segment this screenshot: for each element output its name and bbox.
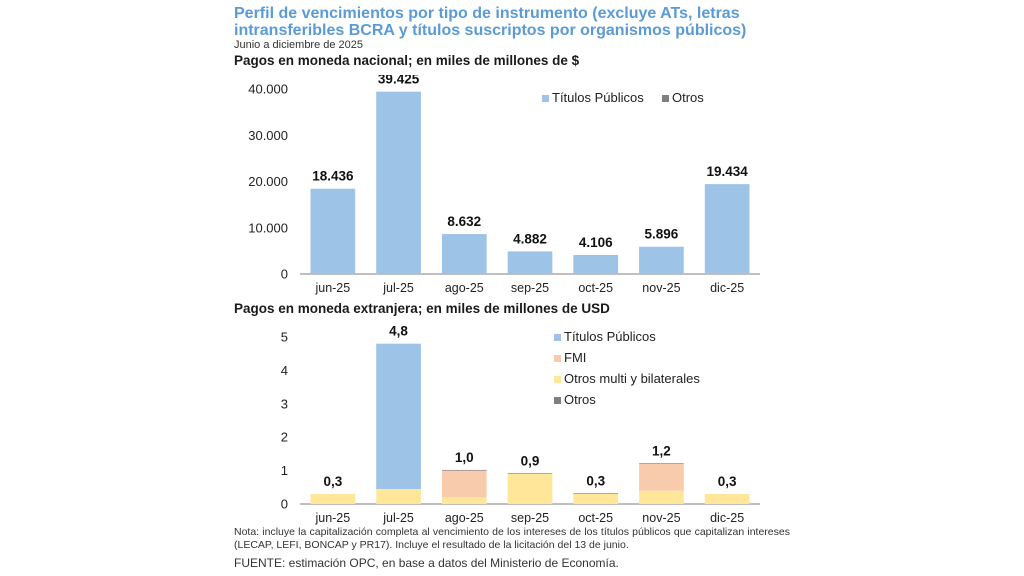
legend-swatch-otros — [554, 397, 561, 404]
legend-label-otros-multi-y-bilaterales: Otros multi y bilaterales — [564, 371, 700, 386]
x-tick-label-jul-25: jul-25 — [382, 281, 414, 295]
bar-otros-ago-25 — [441, 469, 487, 471]
legend-swatch-otros — [662, 95, 669, 102]
chart-title-moneda-nacional: Pagos en moneda nacional; en miles de mi… — [234, 53, 580, 68]
y-tick-label: 3 — [281, 396, 288, 411]
data-label-nov-25: 1,2 — [652, 443, 671, 458]
x-tick-label-oct-25: oct-25 — [578, 281, 613, 295]
bar-otros-multi-y-bilaterales-nov-25 — [639, 490, 684, 504]
source-note: FUENTE: estimación OPC, en base a datos … — [234, 556, 619, 570]
x-tick-label-oct-25: oct-25 — [578, 511, 613, 525]
bar-titulos-publicos-oct-25 — [573, 255, 619, 274]
data-label-ago-25: 8.632 — [447, 214, 481, 229]
x-tick-label-jun-25: jun-25 — [314, 511, 350, 525]
y-tick-label: 5 — [281, 330, 288, 345]
data-label-ago-25: 1,0 — [455, 450, 474, 465]
footnote: Nota: incluye la capitalización completa… — [234, 526, 790, 551]
data-label-jul-25: 4,8 — [389, 324, 408, 339]
bar-fmi-ago-25 — [441, 470, 487, 498]
bar-otros-multi-y-bilaterales-dic-25 — [704, 493, 750, 504]
x-tick-label-sep-25: sep-25 — [511, 511, 549, 525]
chart-moneda-extranjera: 0 1 2 3 4 5 0,3 jun-25 4,8 jul-25 1,0 ago-25 0,9 sep-… — [281, 324, 760, 525]
data-label-nov-25: 5.896 — [645, 227, 679, 242]
data-label-dic-25: 19.434 — [706, 164, 748, 179]
data-label-sep-25: 0,9 — [521, 453, 540, 468]
x-tick-label-dic-25: dic-25 — [710, 511, 744, 525]
x-tick-label-ago-25: ago-25 — [445, 281, 484, 295]
bar-otros-multi-y-bilaterales-jun-25 — [310, 493, 356, 504]
legend-label-otros: Otros — [672, 90, 704, 105]
x-tick-label-sep-25: sep-25 — [511, 281, 549, 295]
x-tick-label-jul-25: jul-25 — [382, 511, 414, 525]
y-tick-label: 40.000 — [248, 82, 288, 97]
legend-swatch-titulos-publicos — [554, 334, 561, 341]
bar-titulos-publicos-dic-25 — [704, 184, 750, 274]
data-label-jun-25: 18.436 — [312, 169, 354, 184]
bar-titulos-publicos-jul-25 — [376, 343, 421, 489]
x-tick-label-dic-25: dic-25 — [710, 281, 744, 295]
bar-titulos-publicos-ago-25 — [441, 234, 487, 274]
y-tick-label: 4 — [281, 363, 288, 378]
y-tick-label: 0 — [281, 497, 288, 512]
y-tick-label: 10.000 — [248, 220, 288, 235]
y-tick-label: 20.000 — [248, 174, 288, 189]
bar-titulos-publicos-sep-25 — [507, 251, 553, 274]
bar-otros-sep-25 — [507, 473, 553, 474]
page-title: Perfil de vencimientos por tipo de instr… — [234, 5, 747, 39]
bar-otros-oct-25 — [573, 493, 619, 494]
legend-label-fmi: FMI — [564, 350, 586, 365]
bar-fmi-nov-25 — [639, 463, 684, 491]
data-label-sep-25: 4.882 — [513, 231, 547, 246]
data-label-jul-25: 39.425 — [378, 75, 420, 87]
legend-swatch-otros-multi-y-bilaterales — [554, 376, 561, 383]
y-tick-label: 2 — [281, 430, 288, 445]
x-tick-label-nov-25: nov-25 — [642, 281, 680, 295]
legend-swatch-fmi — [554, 355, 561, 362]
chart-title-moneda-extranjera: Pagos en moneda extranjera; en miles de … — [234, 301, 610, 316]
bar-titulos-publicos-nov-25 — [639, 246, 684, 274]
bar-otros-nov-25 — [639, 463, 684, 464]
y-tick-label: 0 — [281, 267, 288, 282]
data-label-oct-25: 4.106 — [579, 235, 613, 250]
y-tick-label: 1 — [281, 463, 288, 478]
page-subtitle: Junio a diciembre de 2025 — [234, 39, 364, 51]
data-label-jun-25: 0,3 — [323, 474, 342, 489]
data-label-oct-25: 0,3 — [586, 473, 605, 488]
legend-label-otros: Otros — [564, 392, 596, 407]
bar-otros-multi-y-bilaterales-oct-25 — [573, 493, 619, 504]
chart-moneda-nacional: 0 10.000 20.000 30.000 40.000 18.436 jun-25 39.… — [248, 75, 760, 295]
data-label-dic-25: 0,3 — [718, 474, 737, 489]
x-tick-label-jun-25: jun-25 — [314, 281, 350, 295]
bar-titulos-publicos-jun-25 — [310, 188, 356, 274]
legend-label-titulos-publicos: Títulos Públicos — [552, 90, 644, 105]
legend-swatch-titulos-publicos — [542, 95, 549, 102]
y-tick-label: 30.000 — [248, 128, 288, 143]
x-tick-label-ago-25: ago-25 — [445, 511, 484, 525]
legend-label-titulos-publicos: Títulos Públicos — [564, 329, 656, 344]
x-tick-label-nov-25: nov-25 — [642, 511, 680, 525]
bar-otros-multi-y-bilaterales-sep-25 — [507, 473, 553, 504]
bar-titulos-publicos-jul-25 — [376, 91, 421, 274]
bar-otros-multi-y-bilaterales-jul-25 — [376, 488, 421, 504]
bar-otros-multi-y-bilaterales-ago-25 — [441, 497, 487, 504]
